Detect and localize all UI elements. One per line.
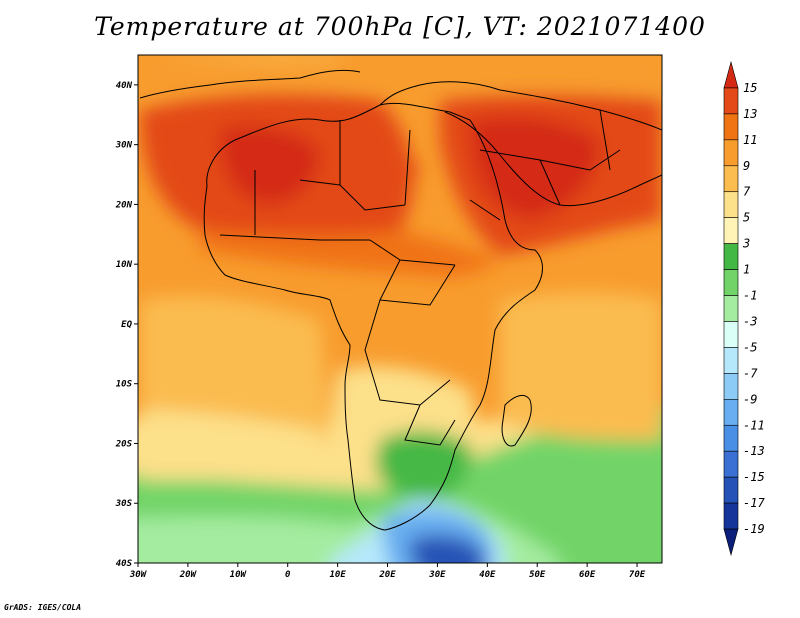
chart-title: Temperature at 700hPa [C], VT: 202107140… — [94, 12, 706, 41]
latitude-ticks: 40N 30N 20N 10N EQ 10S 20S 30S 40S — [115, 81, 138, 569]
colorbar-swatch — [723, 476, 739, 504]
lon-tick-label: 20E — [378, 570, 396, 580]
coastlines — [139, 69, 662, 531]
colorbar-label: -13 — [743, 444, 765, 458]
lat-tick-label: 30S — [115, 499, 133, 509]
lat-tick-label: 40S — [116, 559, 133, 569]
colorbar-swatch — [723, 502, 739, 530]
colorbar-label: 3 — [742, 237, 750, 251]
colorbar-label: -7 — [743, 366, 758, 380]
colorbar-label: 13 — [743, 107, 757, 121]
colorbar: 15 13 11 9 7 5 3 1 -1 -3 -5 -7 -9 -11 -13 -15 -17 -19 — [723, 60, 765, 557]
colorbar-swatch — [723, 217, 739, 244]
colorbar-swatch — [723, 295, 739, 322]
lon-tick-label: 20W — [179, 570, 198, 580]
colorbar-label: -1 — [743, 289, 757, 303]
colorbar-label: 5 — [743, 211, 750, 225]
lat-tick-label: 40N — [116, 81, 133, 91]
lat-tick-label: 20N — [115, 200, 133, 210]
colorbar-label: -15 — [743, 470, 765, 484]
lat-tick-label: 10S — [116, 380, 133, 390]
colorbar-swatch — [723, 60, 739, 89]
colorbar-swatch — [723, 243, 739, 270]
colorbar-swatch — [723, 424, 739, 452]
colorbar-swatch — [723, 347, 739, 374]
colorbar-label: 11 — [743, 133, 757, 147]
colorbar-swatch — [723, 373, 739, 400]
colorbar-swatch — [723, 450, 739, 478]
colorbar-swatch — [723, 191, 739, 218]
colorbar-swatch — [723, 269, 739, 296]
lat-tick-label: 20S — [115, 439, 133, 449]
colorbar-label: 7 — [743, 185, 751, 199]
colorbar-label: 1 — [743, 263, 750, 277]
colorbar-swatch — [723, 528, 739, 557]
colorbar-label: 9 — [743, 159, 750, 173]
colorbar-label: -9 — [743, 392, 757, 406]
lon-tick-label: 40E — [479, 570, 496, 580]
lat-tick-label: EQ — [121, 320, 132, 330]
colorbar-label: -5 — [743, 340, 757, 354]
lon-tick-label: 60E — [579, 570, 596, 580]
lon-tick-label: 30E — [428, 570, 446, 580]
lon-tick-label: 70E — [629, 570, 646, 580]
colorbar-label: -17 — [743, 496, 765, 510]
longitude-ticks: 30W 20W 10W 0 10E 20E 30E 40E 50E 60E 70E — [129, 563, 646, 580]
lon-tick-label: 30W — [129, 570, 148, 580]
colorbar-swatch — [723, 87, 739, 115]
lon-tick-label: 50E — [529, 570, 546, 580]
lon-tick-label: 10E — [329, 570, 346, 580]
map-frame — [137, 54, 663, 564]
lon-tick-label: 0 — [285, 570, 291, 580]
colorbar-swatch — [723, 165, 739, 193]
lon-tick-label: 10W — [230, 570, 248, 580]
colorbar-label: -19 — [743, 522, 765, 536]
lat-tick-label: 30N — [115, 141, 133, 151]
lat-tick-label: 10N — [116, 260, 133, 270]
grads-credit: GrADS: IGES/COLA — [4, 603, 82, 612]
colorbar-label: -3 — [743, 314, 757, 328]
colorbar-swatch — [723, 321, 739, 348]
colorbar-swatch — [723, 113, 739, 141]
colorbar-swatch — [723, 139, 739, 167]
colorbar-label: 15 — [743, 81, 757, 95]
temperature-field — [138, 55, 662, 563]
colorbar-swatch — [723, 399, 739, 426]
colorbar-label: -11 — [743, 418, 765, 432]
